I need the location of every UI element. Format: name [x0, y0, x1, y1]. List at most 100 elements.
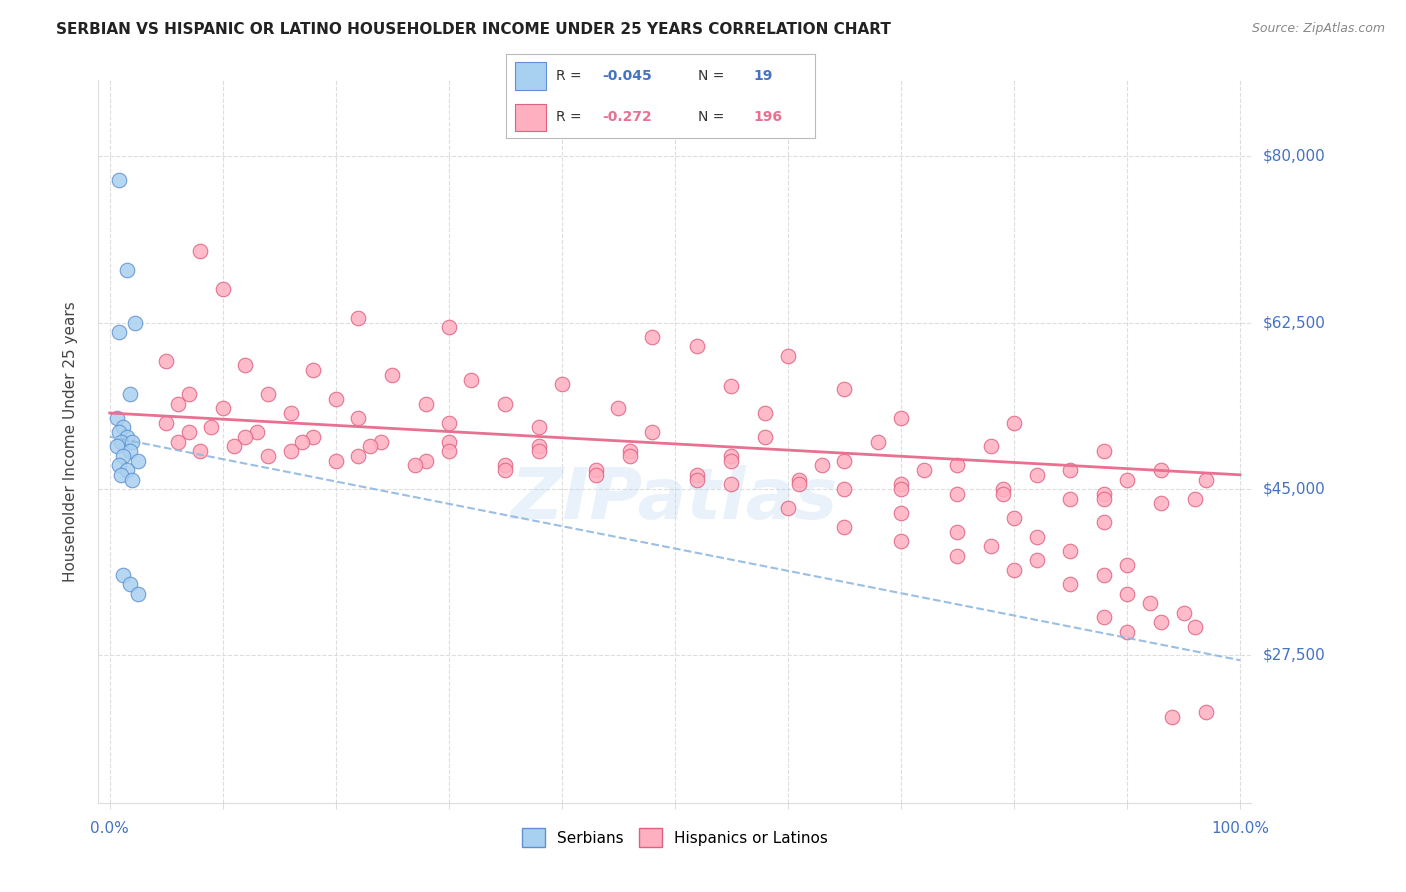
Point [1092, 516, 1115, 530]
Point [551, 377, 574, 392]
Point [890, 534, 912, 549]
Point [437, 320, 460, 334]
Point [890, 506, 912, 520]
Point [720, 379, 742, 393]
Point [115, 263, 138, 277]
Point [347, 449, 370, 463]
Point [991, 487, 1014, 501]
Point [1059, 463, 1081, 477]
Point [120, 577, 142, 591]
Point [166, 434, 188, 449]
Point [619, 444, 641, 458]
Point [291, 434, 314, 449]
Point [1116, 473, 1139, 487]
Point [529, 444, 551, 458]
Point [257, 449, 280, 463]
Point [235, 359, 257, 373]
Point [890, 410, 912, 425]
Y-axis label: Householder Income Under 25 years: Householder Income Under 25 years [63, 301, 77, 582]
Point [1116, 624, 1139, 639]
Point [890, 477, 912, 491]
Point [1195, 473, 1218, 487]
Point [177, 425, 200, 439]
Point [787, 473, 810, 487]
Point [325, 392, 347, 406]
Point [437, 444, 460, 458]
Text: $62,500: $62,500 [1263, 315, 1326, 330]
Point [585, 467, 607, 482]
Point [1092, 444, 1115, 458]
Point [686, 473, 709, 487]
Point [754, 406, 776, 420]
Text: 100.0%: 100.0% [1211, 822, 1270, 837]
Point [166, 396, 188, 410]
Point [890, 482, 912, 496]
Point [1059, 577, 1081, 591]
Point [1150, 463, 1173, 477]
Point [120, 444, 142, 458]
Point [257, 387, 280, 401]
Point [1150, 496, 1173, 510]
Point [946, 524, 969, 539]
Point [1116, 558, 1139, 573]
Point [1002, 416, 1025, 430]
Point [529, 420, 551, 434]
Point [1025, 467, 1047, 482]
Point [834, 520, 856, 534]
Point [1139, 596, 1161, 610]
Point [381, 368, 404, 382]
Point [776, 349, 799, 363]
Point [115, 430, 138, 444]
Point [155, 416, 177, 430]
Point [280, 444, 302, 458]
Point [222, 439, 245, 453]
Point [946, 549, 969, 563]
Point [246, 425, 269, 439]
Point [641, 425, 664, 439]
Point [211, 401, 233, 416]
Point [127, 453, 149, 467]
Point [686, 339, 709, 353]
Point [1002, 510, 1025, 524]
Point [437, 416, 460, 430]
Point [235, 430, 257, 444]
Point [115, 463, 138, 477]
Point [1092, 487, 1115, 501]
Text: N =: N = [697, 70, 728, 83]
Point [110, 467, 132, 482]
Point [868, 434, 890, 449]
Point [112, 449, 135, 463]
Point [619, 449, 641, 463]
FancyBboxPatch shape [516, 103, 547, 131]
Text: ZIPatlas: ZIPatlas [512, 465, 838, 533]
Point [1059, 544, 1081, 558]
Point [105, 439, 128, 453]
Point [980, 539, 1002, 553]
Point [325, 453, 347, 467]
Point [1150, 615, 1173, 630]
Point [494, 458, 516, 473]
Text: 0.0%: 0.0% [90, 822, 129, 837]
Point [415, 453, 437, 467]
Point [1184, 491, 1206, 506]
Point [121, 434, 143, 449]
Text: R =: R = [555, 70, 586, 83]
Point [787, 477, 810, 491]
Point [754, 430, 776, 444]
Point [112, 567, 135, 582]
Legend: Serbians, Hispanics or Latinos: Serbians, Hispanics or Latinos [516, 822, 834, 853]
Point [991, 482, 1014, 496]
Point [107, 173, 129, 187]
Point [529, 439, 551, 453]
Point [720, 477, 742, 491]
Point [127, 587, 149, 601]
Point [720, 449, 742, 463]
Text: SERBIAN VS HISPANIC OR LATINO HOUSEHOLDER INCOME UNDER 25 YEARS CORRELATION CHAR: SERBIAN VS HISPANIC OR LATINO HOUSEHOLDE… [56, 22, 891, 37]
Point [302, 430, 325, 444]
Point [437, 434, 460, 449]
Text: N =: N = [697, 110, 728, 124]
Point [188, 244, 211, 259]
Point [1092, 567, 1115, 582]
Point [1092, 491, 1115, 506]
Point [607, 401, 630, 416]
